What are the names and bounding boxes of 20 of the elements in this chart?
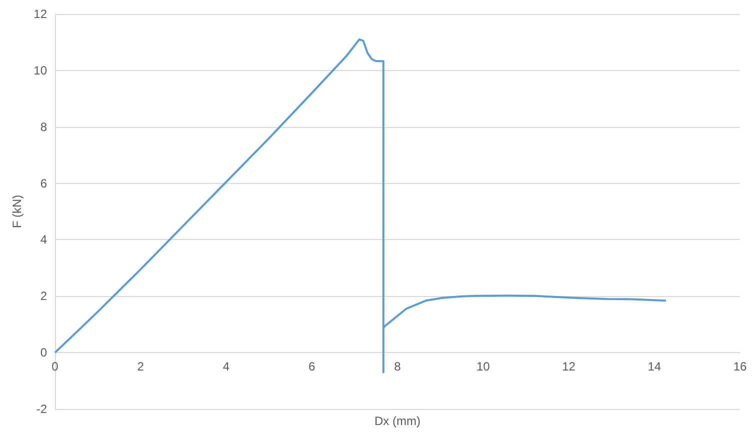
y-axis-title: F (kN) xyxy=(10,194,24,228)
x-tick-label: 8 xyxy=(394,360,402,374)
x-tick-label: 14 xyxy=(648,360,662,374)
x-tick-label: 4 xyxy=(222,360,230,374)
y-tick-label: -2 xyxy=(36,402,48,416)
y-tick-label: 10 xyxy=(34,63,48,78)
line-series xyxy=(54,38,667,374)
x-tick-label: 0 xyxy=(52,360,59,374)
x-tick-label: 16 xyxy=(733,360,747,374)
x-axis-title: Dx (mm) xyxy=(374,414,420,428)
x-tick-label: 10 xyxy=(476,360,490,374)
x-tick-label: 12 xyxy=(562,360,576,374)
y-tick-label: 8 xyxy=(40,120,48,134)
y-tick-label: 0 xyxy=(40,346,48,360)
y-tick-label: 2 xyxy=(40,289,48,304)
y-tick-label: 6 xyxy=(40,176,48,190)
x-tick-label: 2 xyxy=(137,360,144,374)
x-tick-label: 6 xyxy=(308,360,316,374)
y-tick-label: 12 xyxy=(34,7,48,21)
y-tick-label: 4 xyxy=(40,232,48,247)
